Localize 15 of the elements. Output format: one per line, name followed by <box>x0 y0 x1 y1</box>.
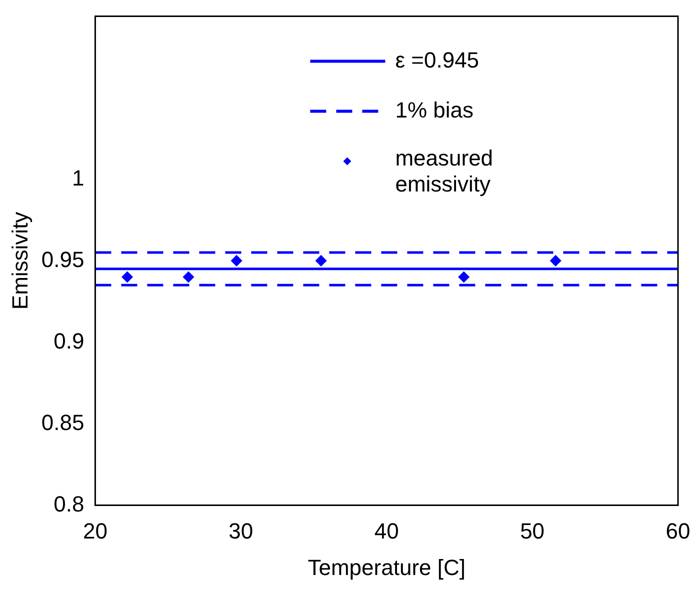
x-tick-label: 60 <box>666 518 690 544</box>
x-tick-label: 50 <box>520 518 545 544</box>
x-axis-title: Temperature [C] <box>308 554 466 580</box>
x-tick-label: 20 <box>82 518 108 544</box>
y-tick-label: 1 <box>72 165 84 190</box>
x-tick-label: 40 <box>374 518 399 544</box>
x-tick-label: 30 <box>228 518 254 544</box>
legend-label: 1% bias <box>395 97 474 122</box>
y-tick-label: 0.9 <box>54 328 84 354</box>
legend-label: measured emissivity <box>395 145 494 196</box>
y-axis-title: Emissivity <box>7 212 32 310</box>
y-tick-label: 0.85 <box>41 410 84 435</box>
legend-label: ε =0.945 <box>395 47 480 72</box>
y-tick-label: 0.8 <box>54 491 84 516</box>
y-tick-label: 0.95 <box>41 246 84 272</box>
